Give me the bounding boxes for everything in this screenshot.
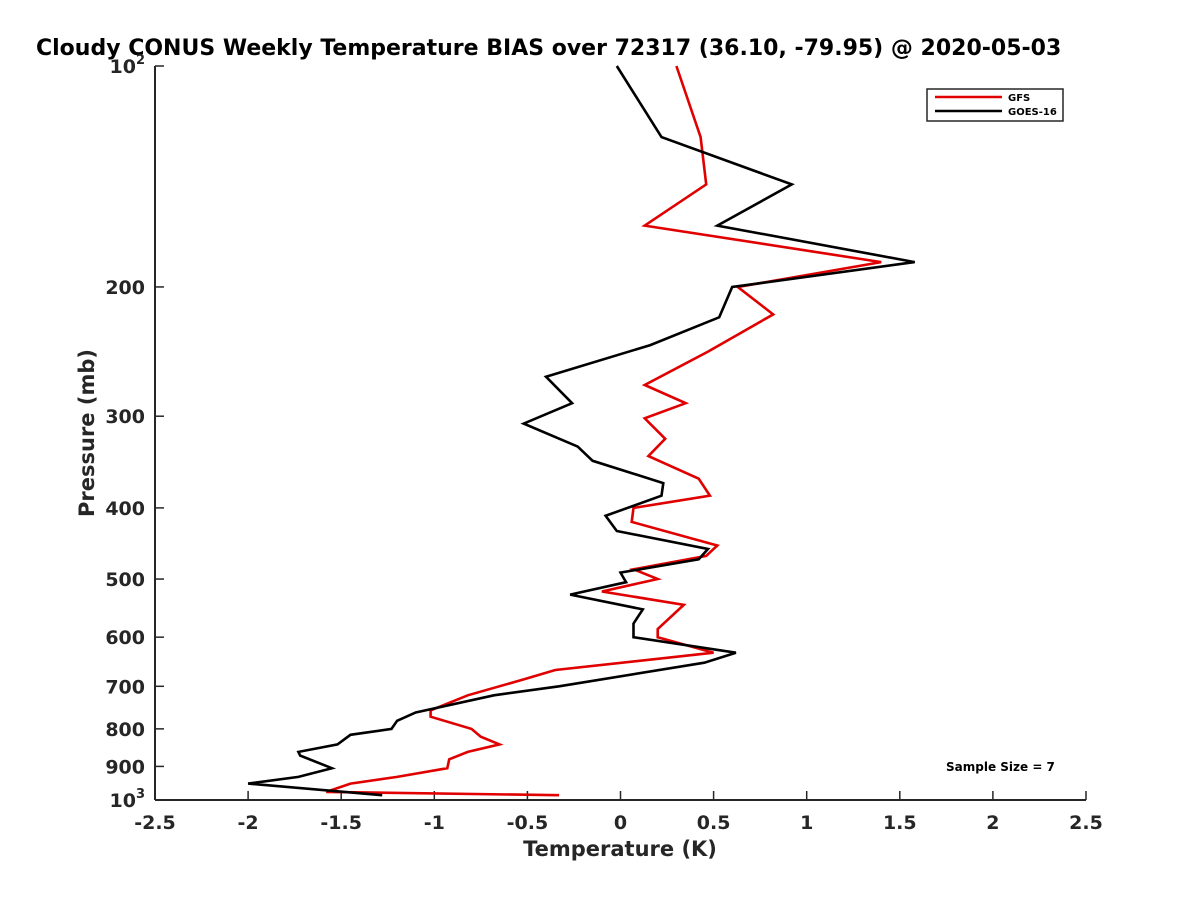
- series-layer: [247, 65, 915, 797]
- legend-label-goes16: GOES-16: [1008, 107, 1057, 118]
- chart-title: Cloudy CONUS Weekly Temperature BIAS ove…: [36, 36, 1061, 61]
- x-tick-label: -2: [238, 812, 259, 834]
- x-tick-label: 1: [800, 812, 813, 834]
- y-tick-label: 102: [110, 53, 146, 78]
- x-tick-label: 0: [614, 812, 627, 834]
- y-tick-label: 200: [105, 277, 145, 299]
- series-line-goes-16: [247, 65, 915, 797]
- legend-box: [926, 88, 1064, 122]
- x-tick-label: 2.5: [1069, 812, 1103, 834]
- x-tick-label: -1: [424, 812, 445, 834]
- y-tick-label: 400: [105, 498, 145, 520]
- y-tick-label: 103: [110, 787, 146, 812]
- x-tick-label: -2.5: [134, 812, 176, 834]
- y-tick-label: 300: [105, 406, 145, 428]
- legend: GFS GOES-16: [926, 88, 1064, 122]
- sample-size-annotation: Sample Size = 7: [946, 760, 1055, 774]
- x-tick-label: -1.5: [320, 812, 362, 834]
- x-tick-label: 1.5: [883, 812, 917, 834]
- x-tick-label: -0.5: [507, 812, 549, 834]
- y-axis-label: Pressure (mb): [75, 349, 99, 517]
- x-axis-label: Temperature (K): [523, 837, 717, 861]
- legend-label-gfs: GFS: [1008, 93, 1030, 104]
- y-tick-label: 500: [105, 569, 145, 591]
- x-tick-label: 2: [986, 812, 999, 834]
- y-tick-label: 900: [105, 756, 145, 778]
- x-tick-label: 0.5: [697, 812, 731, 834]
- y-tick-label: 700: [105, 676, 145, 698]
- y-axis-ticks: 102 200 300 400 500 600 700 800 900 103: [105, 53, 164, 812]
- y-tick-label: 600: [105, 627, 145, 649]
- series-line-gfs: [325, 65, 882, 797]
- y-tick-label: 800: [105, 719, 145, 741]
- x-axis-ticks: -2.5 -2 -1.5 -1 -0.5 0 0.5 1 1.5 2 2.5: [134, 791, 1103, 834]
